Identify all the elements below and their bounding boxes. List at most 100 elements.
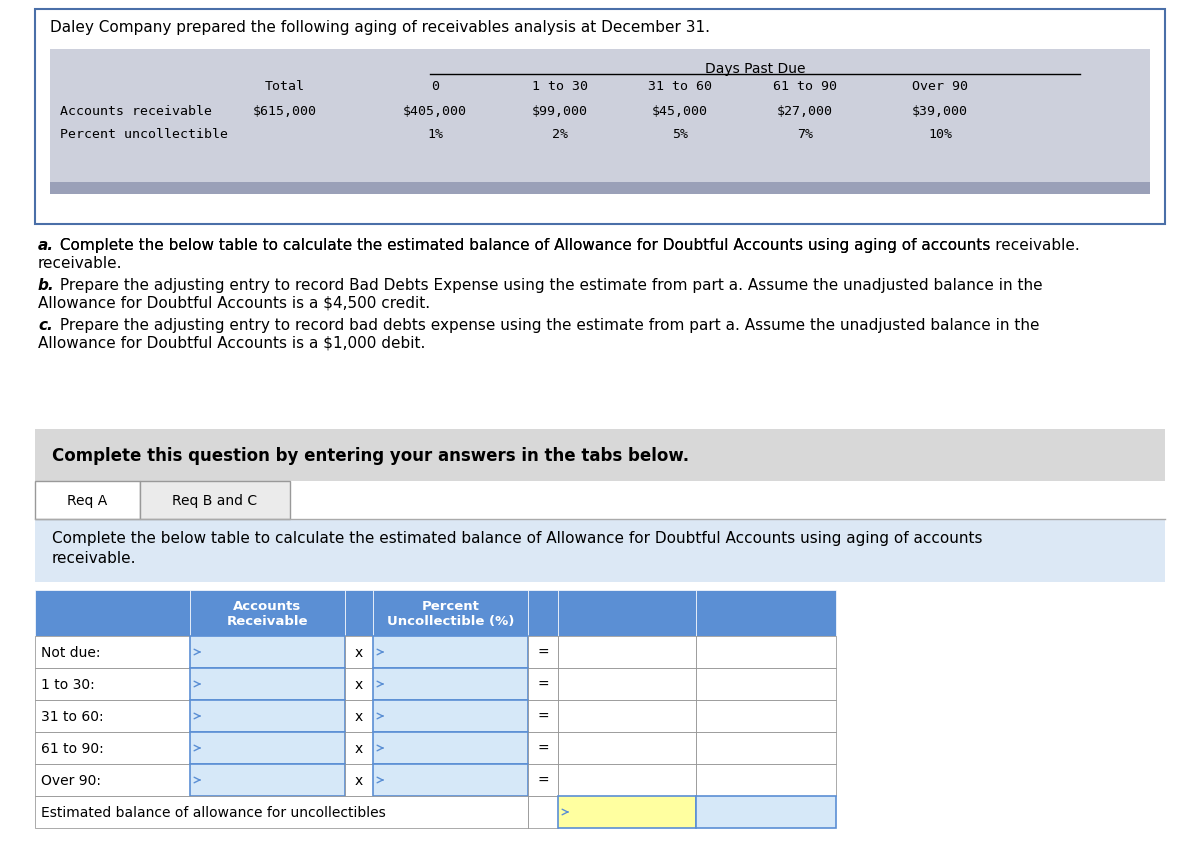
Bar [373, 668, 528, 700]
Bar [346, 700, 373, 732]
Text: =: = [538, 741, 548, 755]
Text: Complete the below table to calculate the estimated balance of Allowance for Dou: Complete the below table to calculate th… [55, 238, 990, 252]
Text: a.: a. [38, 238, 54, 252]
Text: 61 to 90:: 61 to 90: [41, 741, 103, 755]
Bar [190, 590, 346, 636]
Bar [190, 668, 346, 700]
Text: 31 to 60: 31 to 60 [648, 80, 712, 93]
Bar [558, 636, 696, 668]
Text: Req B and C: Req B and C [173, 493, 258, 508]
Bar [696, 636, 836, 668]
Bar [346, 636, 373, 668]
Bar [373, 764, 528, 796]
Bar [373, 700, 528, 732]
Text: receivable.: receivable. [38, 256, 122, 270]
Bar [190, 700, 346, 732]
Text: 1%: 1% [427, 128, 443, 141]
Text: 10%: 10% [928, 128, 952, 141]
Text: $27,000: $27,000 [778, 105, 833, 118]
Bar [558, 700, 696, 732]
Text: Complete this question by entering your answers in the tabs below.: Complete this question by entering your … [52, 446, 689, 464]
Text: 61 to 90: 61 to 90 [773, 80, 838, 93]
Bar [558, 764, 696, 796]
Bar [528, 668, 558, 700]
Bar [190, 764, 346, 796]
Text: Accounts
Receivable: Accounts Receivable [227, 600, 308, 627]
Bar [696, 796, 836, 828]
Bar [528, 764, 558, 796]
Text: =: = [538, 645, 548, 659]
Bar [528, 590, 558, 636]
Text: 7%: 7% [797, 128, 814, 141]
Text: 1 to 30:: 1 to 30: [41, 677, 95, 691]
Text: Allowance for Doubtful Accounts is a $1,000 debit.: Allowance for Doubtful Accounts is a $1,… [38, 335, 425, 351]
Text: =: = [538, 709, 548, 723]
Bar [696, 764, 836, 796]
Bar [35, 764, 190, 796]
Bar [558, 590, 696, 636]
Bar [373, 636, 528, 668]
Bar [558, 796, 696, 828]
Text: =: = [538, 773, 548, 787]
Bar [35, 700, 190, 732]
Bar [35, 481, 140, 519]
Bar [140, 481, 290, 519]
Text: Not due:: Not due: [41, 645, 101, 659]
Text: 1 to 30: 1 to 30 [532, 80, 588, 93]
Text: $615,000: $615,000 [253, 105, 317, 118]
Text: Over 90:: Over 90: [41, 773, 101, 787]
Bar [528, 732, 558, 764]
Text: $405,000: $405,000 [403, 105, 467, 118]
Bar [50, 183, 1150, 194]
Bar [35, 636, 190, 668]
Bar [696, 732, 836, 764]
Bar [35, 732, 190, 764]
Text: Total: Total [265, 80, 305, 93]
Bar [558, 668, 696, 700]
Text: 2%: 2% [552, 128, 568, 141]
Text: x: x [355, 741, 364, 755]
Text: x: x [355, 773, 364, 787]
Bar [373, 590, 528, 636]
Text: =: = [538, 677, 548, 691]
Text: $39,000: $39,000 [912, 105, 968, 118]
Text: x: x [355, 645, 364, 659]
Bar [373, 732, 528, 764]
Bar [696, 700, 836, 732]
Bar [558, 732, 696, 764]
Text: Prepare the adjusting entry to record bad debts expense using the estimate from : Prepare the adjusting entry to record ba… [55, 317, 1039, 333]
Text: Days Past Due: Days Past Due [704, 62, 805, 76]
Bar [35, 10, 1165, 224]
Text: Complete the below table to calculate the estimated balance of Allowance for Dou: Complete the below table to calculate th… [55, 238, 1080, 252]
Text: 0: 0 [431, 80, 439, 93]
Bar [346, 732, 373, 764]
Text: Over 90: Over 90 [912, 80, 968, 93]
Text: Prepare the adjusting entry to record Bad Debts Expense using the estimate from : Prepare the adjusting entry to record Ba… [55, 278, 1043, 293]
Bar [696, 590, 836, 636]
Bar [528, 700, 558, 732]
Bar [35, 430, 1165, 481]
Text: Accounts receivable: Accounts receivable [60, 105, 212, 118]
Bar [35, 796, 528, 828]
Bar [346, 590, 373, 636]
Bar [528, 636, 558, 668]
Text: $45,000: $45,000 [652, 105, 708, 118]
Bar [50, 50, 1150, 194]
Text: c.: c. [38, 317, 53, 333]
Bar [35, 520, 1165, 583]
Bar [35, 668, 190, 700]
Text: receivable.: receivable. [52, 550, 137, 566]
Bar [528, 796, 558, 828]
Bar [190, 636, 346, 668]
Text: $99,000: $99,000 [532, 105, 588, 118]
Text: Complete the below table to calculate the estimated balance of Allowance for Dou: Complete the below table to calculate th… [52, 531, 983, 545]
Bar [346, 764, 373, 796]
Text: Estimated balance of allowance for uncollectibles: Estimated balance of allowance for uncol… [41, 805, 385, 819]
Text: Percent
Uncollectible (%): Percent Uncollectible (%) [386, 600, 514, 627]
Text: x: x [355, 677, 364, 691]
Text: 31 to 60:: 31 to 60: [41, 709, 103, 723]
Text: Percent uncollectible: Percent uncollectible [60, 128, 228, 141]
Text: Allowance for Doubtful Accounts is a $4,500 credit.: Allowance for Doubtful Accounts is a $4,… [38, 296, 430, 310]
Bar [190, 732, 346, 764]
Bar [35, 590, 190, 636]
